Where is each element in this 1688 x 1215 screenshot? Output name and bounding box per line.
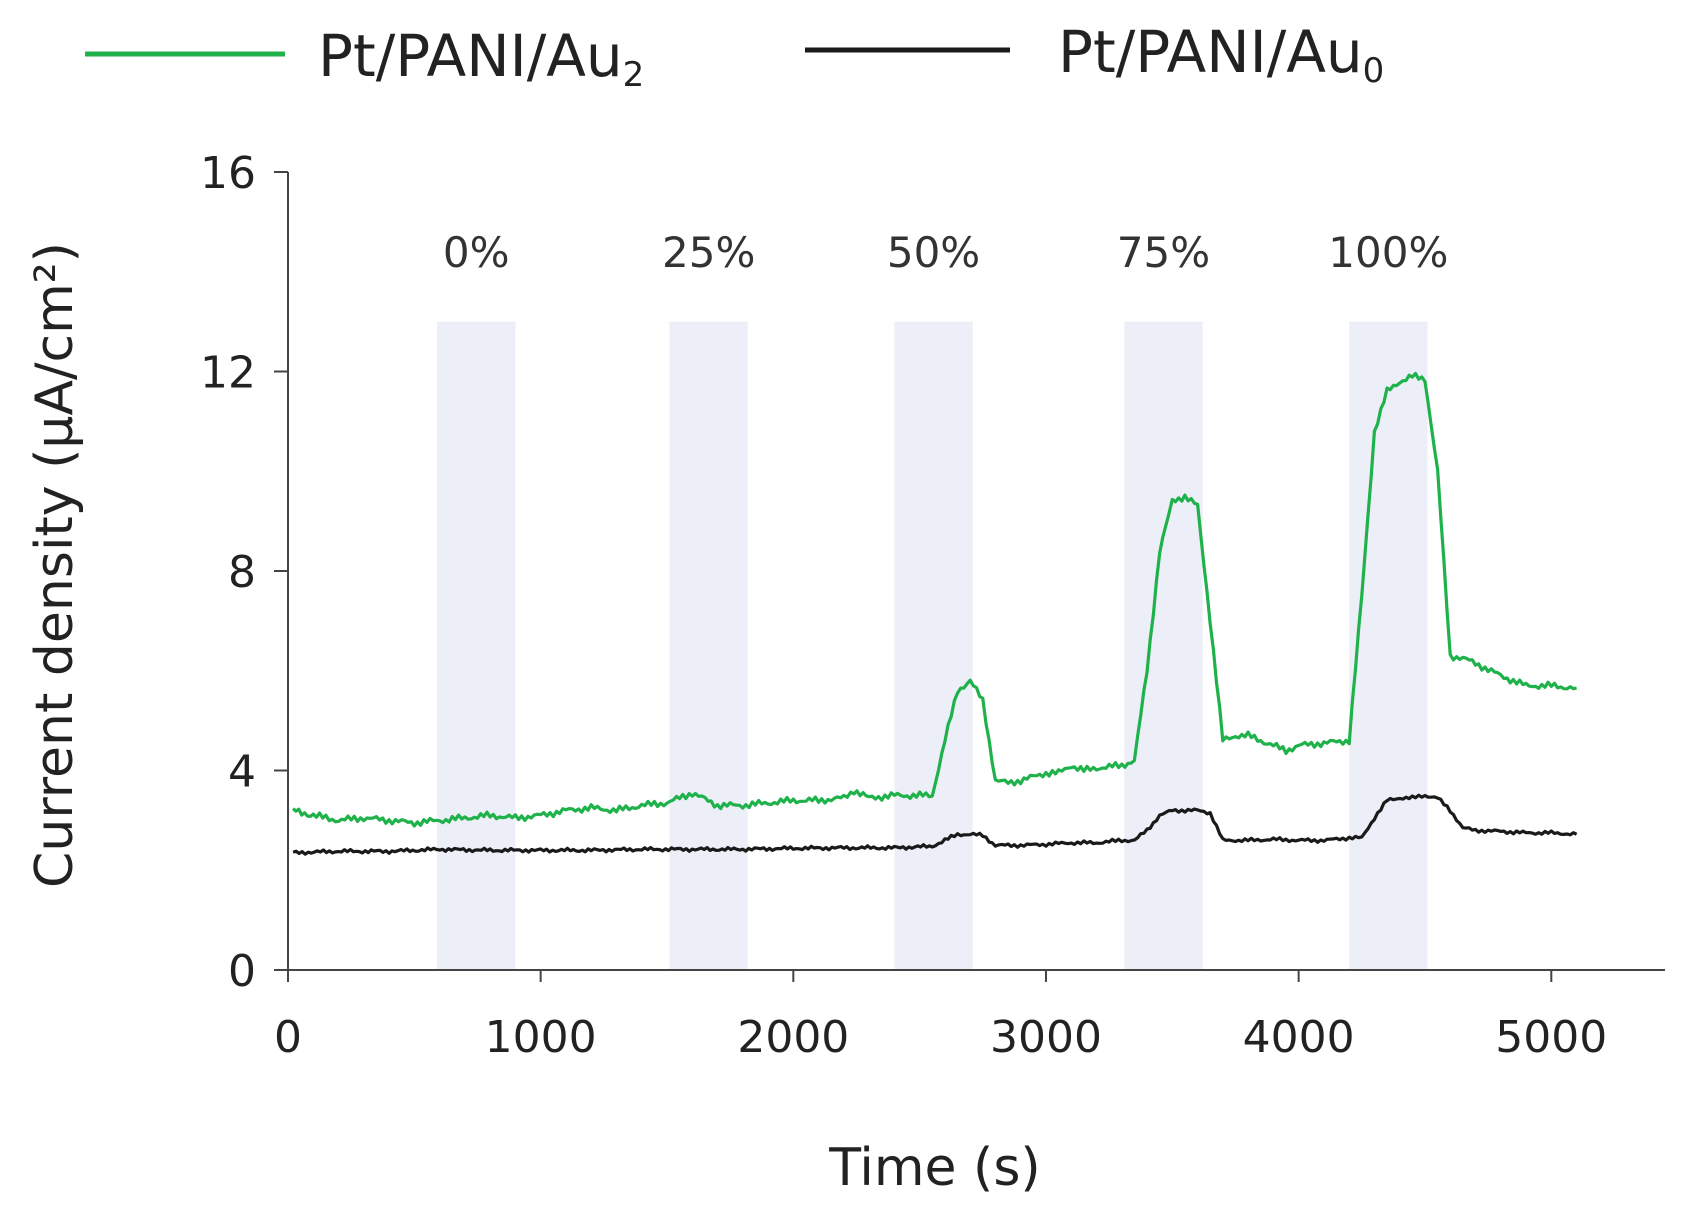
legend-label-series-0-name: Pt/PANI/Au	[318, 22, 623, 90]
band-label-4: 100%	[1328, 228, 1448, 277]
band-label-3: 75%	[1117, 228, 1210, 277]
legend-label-series-1: Pt/PANI/Au0	[1058, 18, 1384, 91]
x-tick-label-5: 5000	[1495, 1012, 1607, 1063]
y-tick-label-1: 4	[228, 747, 256, 798]
legend-label-series-0-subscript: 2	[623, 55, 645, 95]
x-axis-title: Time (s)	[828, 1138, 1040, 1198]
x-tick-label-4: 4000	[1243, 1012, 1355, 1063]
shaded-band-1	[669, 321, 748, 970]
y-tick-label-4: 16	[200, 148, 256, 199]
shaded-bands	[437, 321, 1428, 970]
legend-label-series-0: Pt/PANI/Au2	[318, 22, 644, 95]
x-tick-label-0: 0	[274, 1012, 302, 1063]
legend: Pt/PANI/Au2 Pt/PANI/Au0	[85, 18, 1384, 95]
series-line-0	[292, 371, 1577, 828]
band-label-0: 0%	[443, 228, 510, 277]
band-label-1: 25%	[662, 228, 755, 277]
y-tick-label-0: 0	[228, 946, 256, 997]
shaded-band-4	[1349, 321, 1428, 970]
x-tick-label-2: 2000	[737, 1012, 849, 1063]
x-tick-label-1: 1000	[485, 1012, 597, 1063]
shaded-band-3	[1124, 321, 1203, 970]
shaded-band-2	[894, 321, 973, 970]
series-line-1	[292, 793, 1578, 856]
series-lines	[292, 371, 1578, 856]
axis-ticks: 0 1000 2000 3000 4000 5000 0 4 8 12 16	[200, 148, 1607, 1063]
shaded-band-0	[437, 321, 516, 970]
y-axis-title: Current density (μA/cm²)	[25, 242, 85, 888]
legend-label-series-1-subscript: 0	[1363, 51, 1385, 91]
x-tick-label-3: 3000	[990, 1012, 1102, 1063]
band-label-2: 50%	[887, 228, 980, 277]
band-labels: 0% 25% 50% 75% 100%	[443, 228, 1448, 277]
legend-label-series-1-name: Pt/PANI/Au	[1058, 18, 1363, 86]
y-tick-label-3: 12	[200, 348, 256, 399]
y-tick-label-2: 8	[228, 547, 256, 598]
